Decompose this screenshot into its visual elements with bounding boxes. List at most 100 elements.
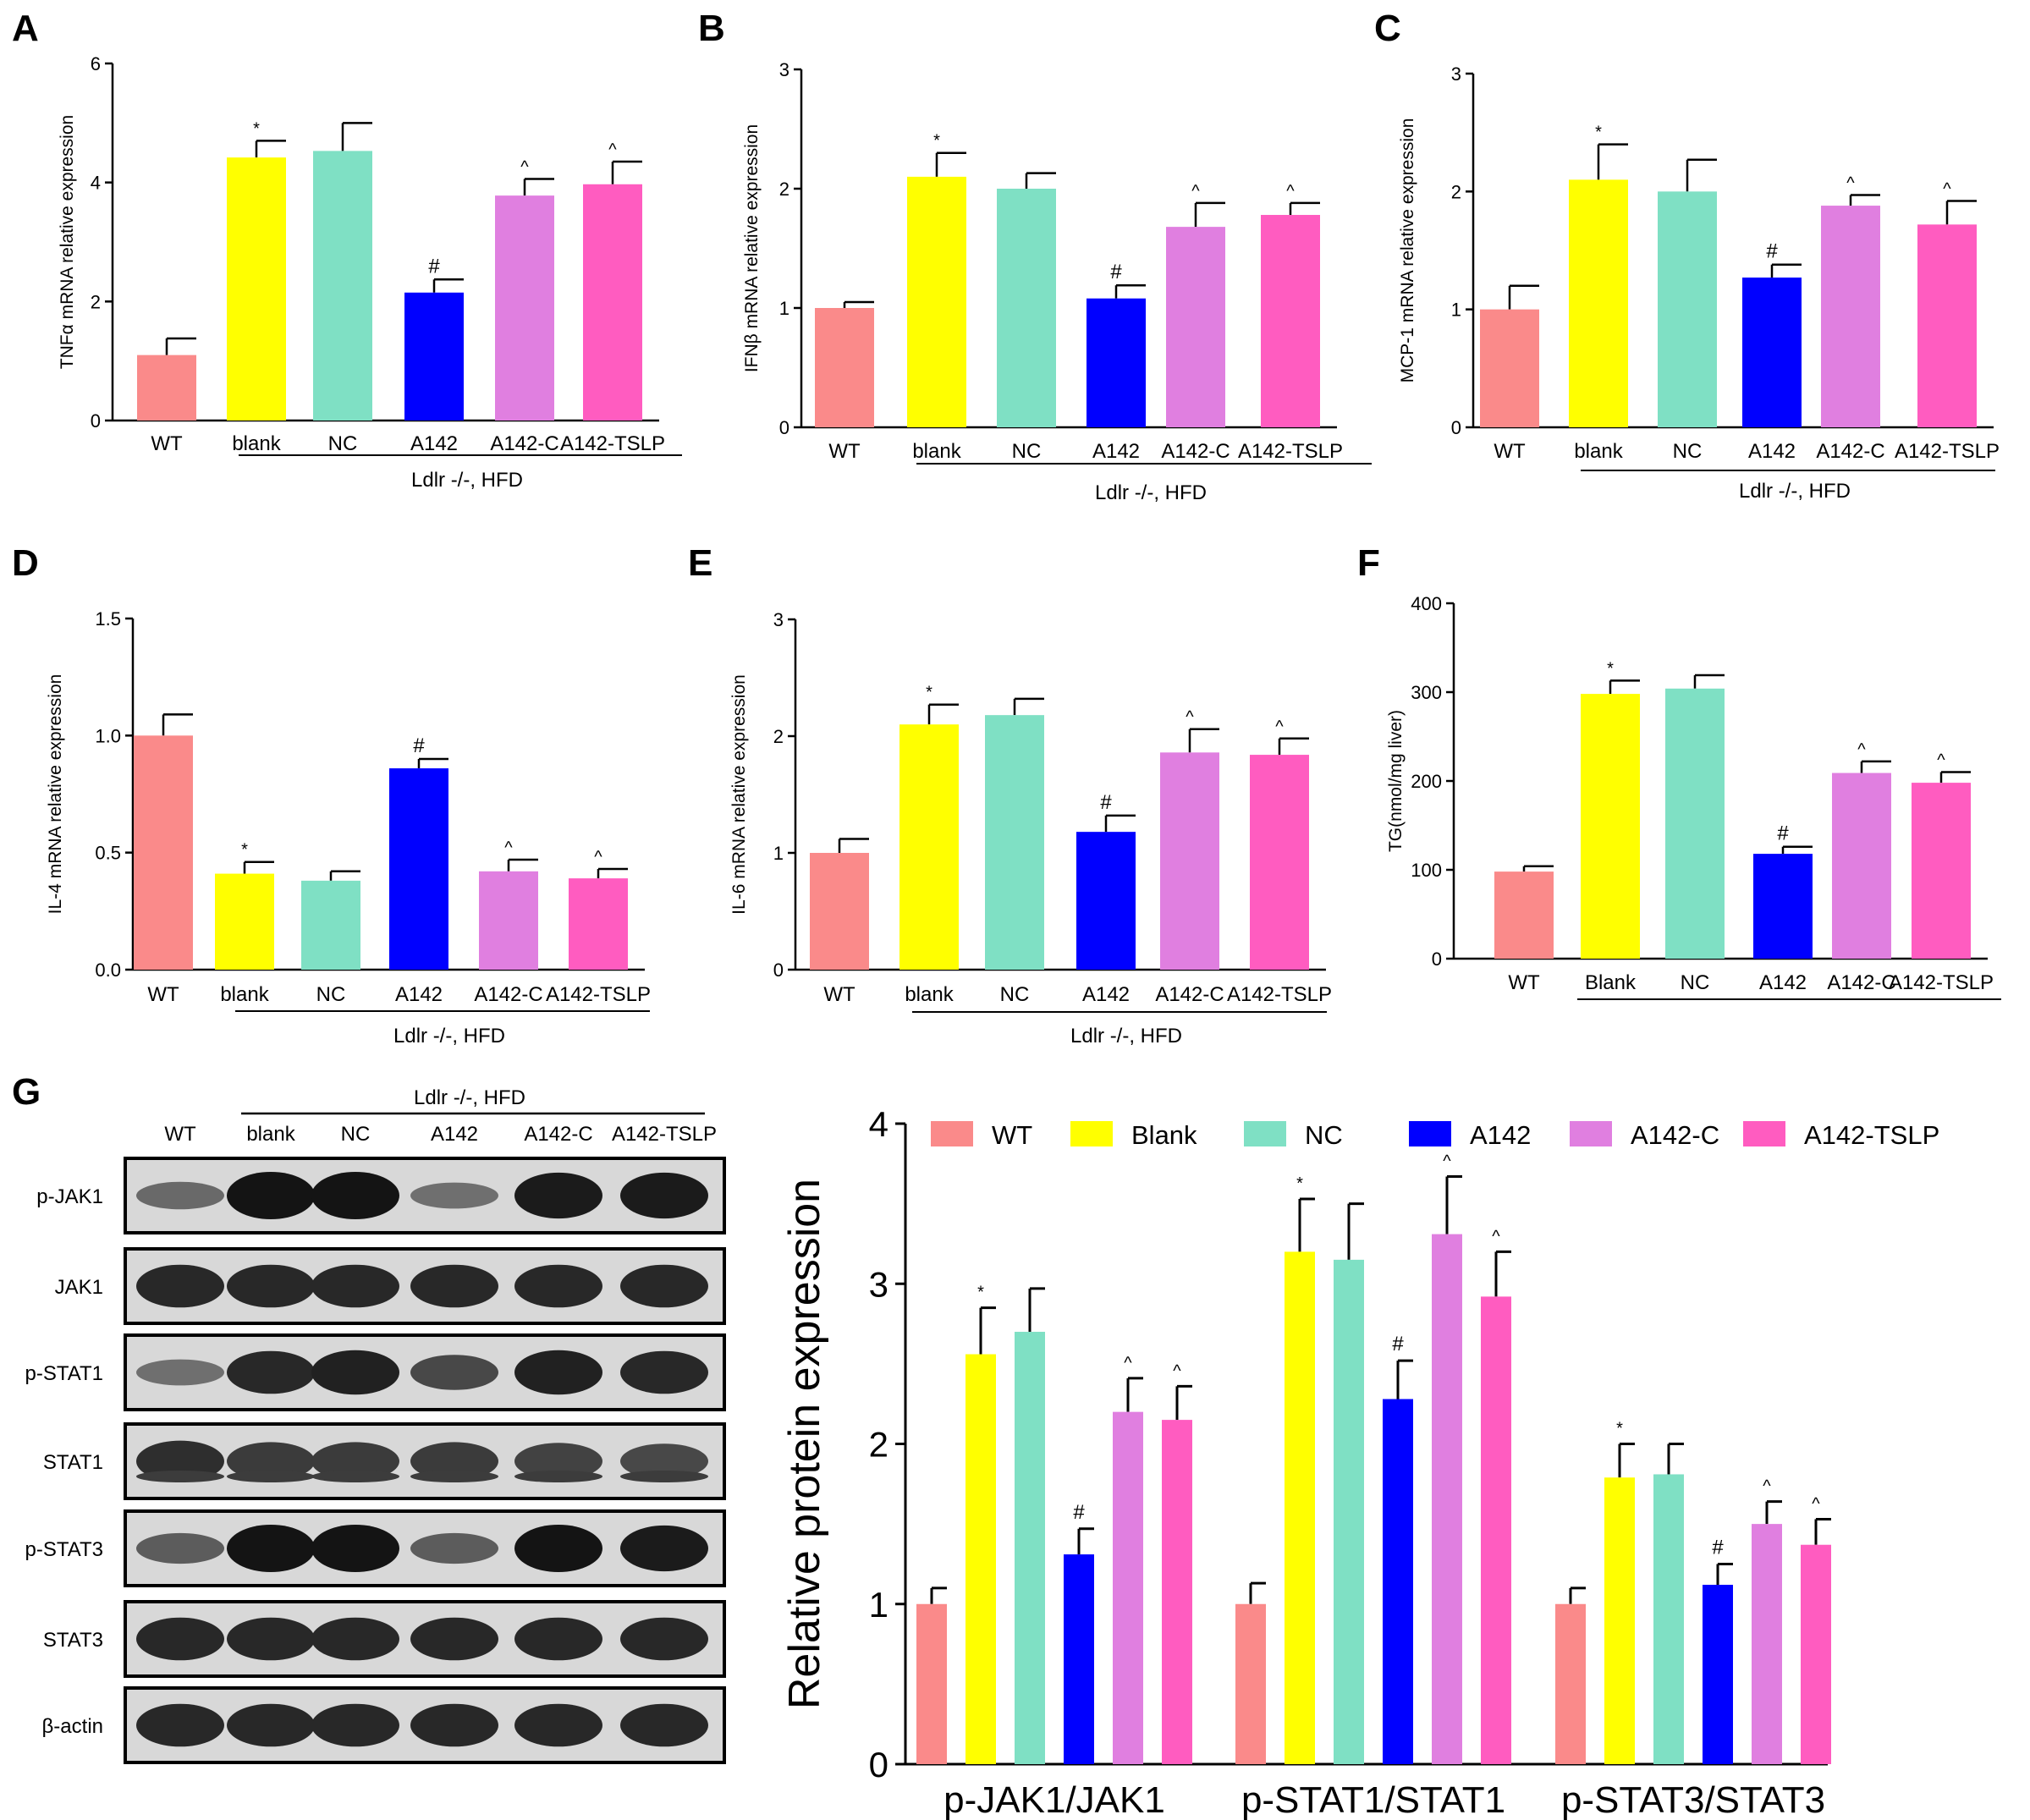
significance-mark: # — [428, 255, 440, 278]
x-tick-label: A142-TSLP — [1895, 440, 2000, 463]
blot-band — [136, 1264, 224, 1308]
blot-band — [620, 1525, 708, 1572]
significance-mark: * — [977, 1284, 984, 1302]
x-tick-label: A142 — [1092, 440, 1140, 463]
panel-F: F 0 100 200 300 400 TG(nmol/mg liver) WT * Blank N… — [1357, 542, 2001, 1000]
bar-Blank — [1285, 1251, 1315, 1764]
y-tick-label: 0 — [91, 410, 101, 432]
y-tick-label: 3 — [1451, 63, 1461, 85]
blot-band — [514, 1617, 602, 1661]
y-tick-label: 200 — [1411, 771, 1442, 792]
bar-WT — [134, 735, 193, 970]
significance-mark: ^ — [594, 848, 602, 866]
x-tick-label: A142-C — [1161, 440, 1230, 463]
bar-A142-TSLP — [1261, 215, 1320, 427]
x-tick-label: A142-TSLP — [546, 983, 651, 1006]
blot-band — [514, 1471, 602, 1482]
blot-band — [620, 1350, 708, 1394]
bar-A142-TSLP — [583, 184, 642, 421]
bar-WT — [815, 308, 874, 427]
y-tick-label: 2 — [1451, 181, 1461, 202]
bar-blank — [1569, 179, 1628, 427]
blot-band — [227, 1172, 315, 1219]
bar-A142-C — [1832, 773, 1891, 959]
significance-mark: # — [1777, 822, 1789, 845]
bar-A142-C — [1166, 227, 1225, 427]
x-tick-label: WT — [151, 432, 183, 455]
panel-letter: G — [12, 1071, 41, 1113]
blot-band — [410, 1355, 498, 1390]
y-tick-label: 0 — [869, 1745, 888, 1784]
bar-WT — [1494, 872, 1554, 959]
y-tick-label: 2 — [869, 1425, 888, 1465]
bar-A142 — [1703, 1585, 1733, 1764]
blot-row-label: JAK1 — [55, 1276, 103, 1299]
x-tick-label: A142-C — [1155, 983, 1224, 1006]
legend-swatch — [1743, 1121, 1785, 1146]
y-axis-label: IFNβ mRNA relative expression — [742, 124, 762, 372]
y-tick-label: 2 — [91, 291, 101, 312]
x-tick-label: WT — [823, 983, 855, 1006]
y-tick-label: 1 — [773, 843, 784, 864]
legend-swatch — [1570, 1121, 1612, 1146]
bar-Blank — [1604, 1477, 1635, 1764]
blot-row-label: STAT1 — [43, 1451, 103, 1474]
bar-A142-C — [1752, 1524, 1782, 1764]
bar-NC — [313, 151, 372, 421]
y-tick-label: 1 — [1451, 300, 1461, 321]
y-tick-label: 0.5 — [95, 843, 121, 864]
bar-A142-TSLP — [1162, 1420, 1192, 1764]
y-tick-label: 0 — [1432, 948, 1442, 970]
significance-mark: # — [1392, 1333, 1404, 1355]
bar-NC — [301, 880, 360, 970]
legend-label: A142-TSLP — [1804, 1120, 1939, 1150]
blot-band — [227, 1703, 315, 1747]
x-tick-label: A142-TSLP — [1238, 440, 1343, 463]
blot-band — [410, 1617, 498, 1661]
lane-label: A142-C — [524, 1123, 592, 1146]
x-tick-label: NC — [1681, 971, 1710, 994]
blot-band — [410, 1182, 498, 1209]
bar-A142-TSLP — [1801, 1544, 1831, 1764]
significance-mark: ^ — [1763, 1477, 1771, 1496]
bar-A142-TSLP — [1481, 1296, 1511, 1764]
x-tick-label: A142-C — [1827, 971, 1895, 994]
blot-band — [227, 1442, 315, 1481]
lane-label: WT — [164, 1123, 196, 1146]
blot-band — [311, 1264, 399, 1308]
blot-band — [136, 1532, 224, 1564]
significance-mark: ^ — [1943, 179, 1951, 198]
legend-label: WT — [992, 1120, 1032, 1150]
bar-Blank — [965, 1354, 996, 1764]
y-tick-label: 1 — [779, 298, 789, 319]
significance-mark: ^ — [504, 839, 513, 857]
panel-B: B 0 1 2 3 IFNβ mRNA relative expression WT * bla… — [698, 8, 1372, 504]
x-tick-label: WT — [1508, 971, 1540, 994]
blot-row-label: p-STAT1 — [25, 1362, 103, 1385]
blot-band — [311, 1703, 399, 1747]
blot-band — [514, 1264, 602, 1308]
y-axis-label: IL-6 mRNA relative expression — [729, 674, 749, 915]
x-category-label: p-JAK1/JAK1 — [943, 1779, 1165, 1820]
protein-expression-chart: 0 1 2 3 4 Relative protein expression * # ^ ^ p-JA… — [780, 1104, 1939, 1820]
y-axis-label: IL-4 mRNA relative expression — [46, 674, 65, 915]
blot-band — [136, 1471, 224, 1482]
blot-band — [227, 1617, 315, 1661]
blot-band — [514, 1525, 602, 1572]
bar-A142-TSLP — [1250, 755, 1309, 970]
y-tick-label: 0.0 — [95, 959, 121, 981]
x-tick-label: A142-TSLP — [1227, 983, 1332, 1006]
bar-A142-C — [495, 195, 554, 421]
bar-A142-C — [1113, 1411, 1143, 1764]
x-tick-label: Blank — [1585, 971, 1637, 994]
blot-band — [514, 1350, 602, 1395]
significance-mark: * — [933, 132, 940, 151]
significance-mark: ^ — [1492, 1227, 1500, 1245]
panel-C: C 0 1 2 3 MCP-1 mRNA relative expression WT * bl… — [1374, 8, 2000, 503]
y-tick-label: 0 — [1451, 417, 1461, 438]
group-label: Ldlr -/-, HFD — [411, 469, 523, 492]
y-tick-label: 2 — [779, 179, 789, 200]
blot-band — [514, 1443, 602, 1480]
significance-mark: ^ — [1857, 740, 1866, 759]
